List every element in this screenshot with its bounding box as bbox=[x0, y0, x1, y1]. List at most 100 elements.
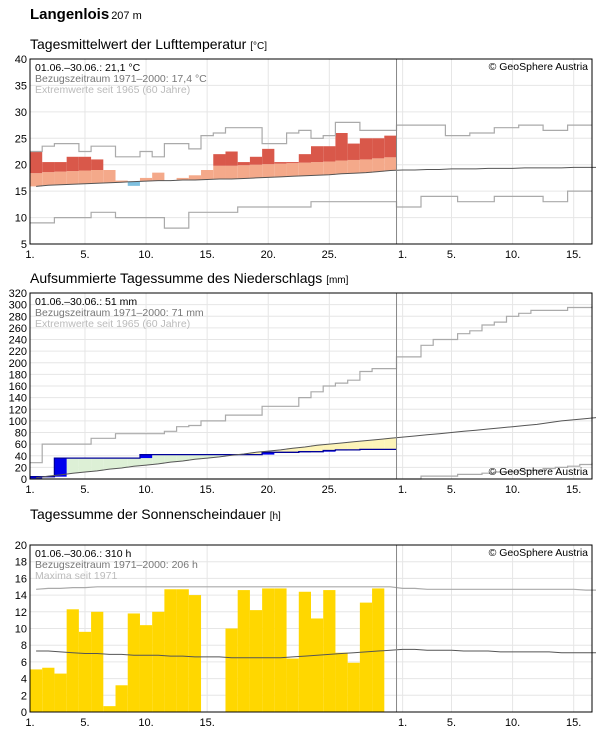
plot-frame bbox=[29, 292, 593, 480]
x-tick-label: 10. bbox=[138, 484, 153, 496]
sunshine-bar bbox=[323, 590, 336, 712]
prec-surplus-area bbox=[91, 458, 104, 471]
y-tick-label: 35 bbox=[15, 80, 27, 92]
temp-bar-normal bbox=[335, 160, 348, 174]
y-tick-label: 18 bbox=[15, 557, 27, 569]
x-tick-label: 20. bbox=[261, 484, 276, 496]
copyright-label: © GeoSphere Austria bbox=[489, 547, 589, 559]
y-tick-label: 280 bbox=[9, 311, 27, 323]
sunshine-bar bbox=[335, 652, 348, 712]
y-tick-label: 0 bbox=[21, 474, 27, 486]
sunshine-bar bbox=[311, 618, 324, 712]
temp-bar-warm bbox=[262, 148, 275, 165]
sunshine-bar bbox=[237, 590, 250, 712]
prec-surplus-area bbox=[164, 454, 177, 463]
temperature-title-text: Tagesmittelwert der Lufttemperatur bbox=[30, 36, 247, 52]
sunshine-normal-line bbox=[36, 648, 596, 659]
station-header: Langenlois 207 m bbox=[30, 6, 142, 23]
sunshine-unit: [h] bbox=[269, 511, 281, 522]
temp-bar-normal bbox=[286, 163, 299, 177]
prec-normal-line bbox=[36, 417, 596, 479]
info-line: Extremwerte seit 1965 (60 Jahre) bbox=[35, 84, 190, 96]
sunshine-bar bbox=[359, 602, 373, 712]
sunshine-bar bbox=[286, 658, 299, 712]
sunshine-max-line bbox=[36, 586, 596, 591]
sunshine-bar bbox=[164, 589, 177, 712]
temp-bar-normal bbox=[311, 162, 324, 176]
temp-bar-normal bbox=[201, 170, 214, 180]
sunshine-bar bbox=[249, 610, 263, 712]
prec-deficit-area bbox=[335, 442, 348, 450]
y-tick-label: 80 bbox=[15, 428, 27, 440]
prec-surplus-area bbox=[78, 458, 92, 473]
temp-bar-normal bbox=[298, 162, 311, 176]
temperature-chart: 5 10 15 20 25 30 35 40 1. 5. 10. 15. 20. 25. 1. 5. 10. 15… bbox=[15, 54, 596, 261]
sunshine-bar bbox=[30, 669, 43, 712]
copyright-label: © GeoSphere Austria bbox=[489, 466, 589, 478]
y-tick-label: 2 bbox=[21, 690, 27, 702]
prec-daily-bar bbox=[262, 452, 275, 455]
y-tick-label: 140 bbox=[9, 393, 27, 405]
x-tick-label: 1. bbox=[398, 249, 407, 261]
temp-bar-warm bbox=[323, 146, 336, 162]
x-tick-label: 5. bbox=[80, 484, 89, 496]
x-tick-label: 15. bbox=[566, 717, 581, 729]
precipitation-chart: 0204060801001201401601802002202402602803… bbox=[9, 288, 596, 496]
temp-bar-normal bbox=[103, 170, 116, 183]
x-tick-label: 5. bbox=[447, 717, 456, 729]
y-tick-label: 40 bbox=[15, 54, 27, 66]
temp-bar-normal bbox=[188, 175, 202, 181]
temp-bar-normal bbox=[249, 164, 263, 178]
sunshine-bar bbox=[225, 628, 238, 712]
sunshine-bar bbox=[127, 613, 140, 712]
y-tick-label: 16 bbox=[15, 573, 27, 585]
info-line: Extremwerte seit 1965 (60 Jahre) bbox=[35, 318, 190, 330]
y-tick-label: 25 bbox=[15, 133, 27, 145]
temp-bar-warm bbox=[274, 162, 287, 164]
sunshine-bar bbox=[152, 611, 165, 712]
info-line: 01.06.–30.06.: 310 h bbox=[35, 548, 131, 560]
temp-bar-warm bbox=[42, 162, 55, 173]
sunshine-bar bbox=[91, 611, 104, 712]
x-tick-label: 1. bbox=[25, 717, 34, 729]
sunshine-bar bbox=[54, 673, 67, 712]
temp-bar-normal bbox=[323, 161, 336, 175]
temp-bar-normal bbox=[54, 171, 67, 185]
info-line: Maxima seit 1971 bbox=[35, 570, 117, 582]
prec-surplus-area bbox=[115, 458, 128, 468]
station-elevation: 207 m bbox=[111, 10, 142, 22]
info-line: Bezugszeitraum 1971–2000: 206 h bbox=[35, 559, 198, 571]
y-tick-label: 10 bbox=[15, 213, 27, 225]
y-tick-label: 60 bbox=[15, 439, 27, 451]
precipitation-unit: [mm] bbox=[326, 275, 349, 286]
x-tick-label: 1. bbox=[25, 249, 34, 261]
temp-bar-warm bbox=[54, 162, 67, 172]
prec-cumulative-line bbox=[30, 448, 397, 478]
temp-bar-normal bbox=[372, 158, 385, 172]
precipitation-title-text: Aufsummierte Tagessumme des Niederschlag… bbox=[30, 270, 323, 286]
sunshine-bar bbox=[78, 631, 92, 712]
x-tick-label: 5. bbox=[80, 249, 89, 261]
x-tick-label: 10. bbox=[505, 717, 520, 729]
sunshine-chart-title: Tagessumme der Sonnenscheindauer [h] bbox=[30, 506, 281, 522]
plot-frame bbox=[29, 544, 593, 713]
sunshine-bar bbox=[66, 609, 79, 712]
temp-bar-normal bbox=[225, 165, 238, 179]
sunshine-bar bbox=[188, 595, 202, 712]
x-tick-label: 1. bbox=[398, 717, 407, 729]
info-line: Bezugszeitraum 1971–2000: 17,4 °C bbox=[35, 73, 207, 85]
prec-daily-bar bbox=[54, 458, 67, 477]
x-tick-label: 1. bbox=[398, 484, 407, 496]
x-tick-label: 15. bbox=[566, 249, 581, 261]
plot-frame bbox=[29, 58, 593, 245]
x-tick-label: 1. bbox=[25, 484, 34, 496]
y-tick-label: 30 bbox=[15, 107, 27, 119]
y-tick-label: 5 bbox=[21, 239, 27, 251]
y-tick-label: 40 bbox=[15, 451, 27, 463]
temp-bar-warm bbox=[78, 156, 92, 171]
temp-bar-normal bbox=[115, 180, 128, 183]
temp-bar-warm bbox=[30, 151, 43, 174]
sunshine-title-text: Tagessumme der Sonnenscheindauer bbox=[30, 506, 266, 522]
y-tick-label: 15 bbox=[15, 186, 27, 198]
